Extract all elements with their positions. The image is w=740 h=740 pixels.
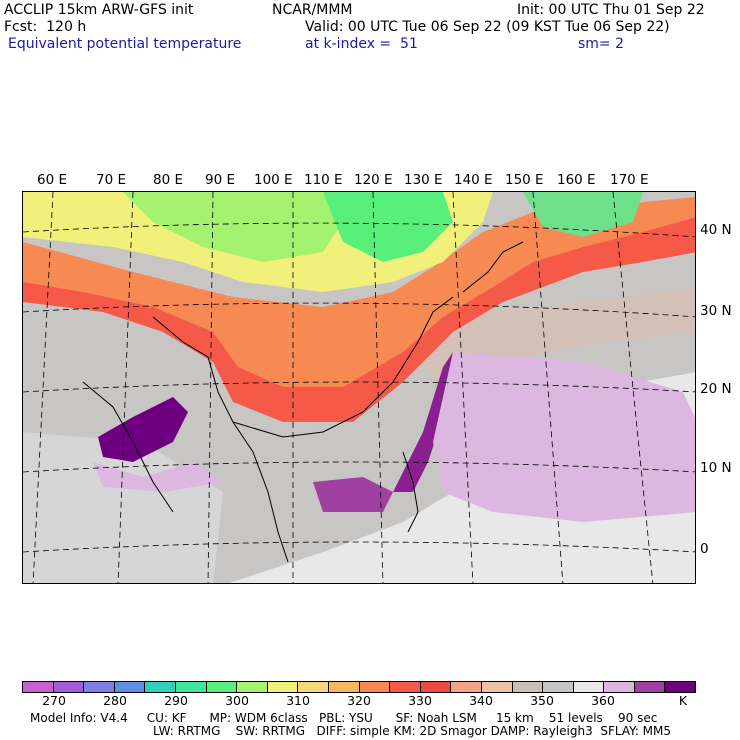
colorbar-swatch [84, 682, 115, 692]
graticule-line [23, 461, 695, 473]
colorbar-swatch [481, 682, 513, 692]
south-china-sea-patch [313, 477, 393, 512]
colorbar-swatch [665, 682, 696, 692]
colorbar-swatch [53, 682, 85, 692]
green-region [323, 192, 453, 262]
northeast-green [523, 192, 643, 237]
graticule-line [23, 302, 695, 318]
map-canvas [23, 192, 695, 583]
colorbar-swatch [390, 682, 421, 692]
lon-label: 150 E [505, 172, 544, 188]
graticule-line [207, 192, 214, 583]
coastline [462, 241, 524, 293]
lat-label: 10 N [700, 460, 732, 476]
colorbar-tick: 270 [42, 693, 66, 708]
colorbar-tick: 280 [103, 693, 127, 708]
orange-band [23, 197, 695, 387]
colorbar-swatch [512, 682, 544, 692]
lon-label: 130 E [404, 172, 443, 188]
colorbar-tick: 330 [408, 693, 432, 708]
lon-label: 60 E [37, 172, 67, 188]
lon-label: 140 E [454, 172, 493, 188]
colorbar-unit: K [678, 693, 688, 708]
graticule-line [23, 381, 695, 393]
lat-label: 20 N [700, 381, 732, 397]
colorbar-swatch [573, 682, 605, 692]
colorbar-swatch [175, 682, 207, 692]
colorbar-swatch [420, 682, 452, 692]
lat-label: 40 N [700, 222, 732, 238]
colorbar-swatch [145, 682, 176, 692]
colorbar-swatch [451, 682, 482, 692]
init-time: Init: 00 UTC Thu 01 Sep 22 [517, 2, 705, 18]
forecast-hour: Fcst: 120 h [4, 19, 87, 35]
colorbar-tick: 320 [347, 693, 371, 708]
graticule-line [612, 192, 654, 583]
bay-of-bengal-max [98, 397, 188, 462]
graticule-line [532, 192, 564, 583]
lat-label: 30 N [700, 303, 732, 319]
lon-label: 110 E [304, 172, 343, 188]
colorbar-swatch [298, 682, 329, 692]
graticule-line [117, 192, 134, 583]
model-title: ACCLIP 15km ARW-GFS init [4, 2, 194, 18]
lon-label: 160 E [557, 172, 596, 188]
colorbar-swatch [206, 682, 238, 692]
graticule-line [32, 192, 54, 583]
lon-label: 100 E [254, 172, 293, 188]
coastline [82, 381, 174, 513]
lat-label: 0 [700, 541, 709, 557]
lon-label: 90 E [205, 172, 235, 188]
colorbar-swatch [114, 682, 146, 692]
center-label: NCAR/MMM [272, 2, 353, 18]
coastline [402, 451, 419, 533]
west-pacific-lavender [433, 352, 695, 522]
philippine-sea-max [393, 352, 453, 492]
lon-label: 80 E [153, 172, 183, 188]
theta-e-map [22, 191, 696, 584]
colorbar-swatch [23, 682, 54, 692]
colorbar-tick: 310 [286, 693, 310, 708]
colorbar-swatch [604, 682, 635, 692]
level-label: at k-index = 51 [305, 36, 418, 52]
colorbar-swatch [359, 682, 391, 692]
colorbar-tick: 300 [225, 693, 249, 708]
colorbar-tick: 340 [469, 693, 493, 708]
lon-label: 70 E [96, 172, 126, 188]
model-info-line1: Model Info: V4.4 CU: KF MP: WDM 6class P… [30, 711, 658, 725]
light-green-region [123, 192, 343, 262]
colorbar-swatch [267, 682, 299, 692]
field-name: Equivalent potential temperature [8, 36, 242, 52]
smoothing-label: sm= 2 [578, 36, 625, 52]
lon-label: 120 E [354, 172, 393, 188]
colorbar-tick: 290 [164, 693, 188, 708]
lon-label: 170 E [610, 172, 649, 188]
lavender-patch [93, 462, 223, 492]
graticule-line [372, 192, 384, 583]
colorbar-swatch [328, 682, 360, 692]
colorbar-tick: 360 [591, 693, 615, 708]
colorbar [22, 681, 696, 693]
graticule-line [23, 541, 695, 553]
valid-time: Valid: 00 UTC Tue 06 Sep 22 (09 KST Tue … [305, 19, 670, 35]
colorbar-swatch [634, 682, 666, 692]
colorbar-tick: 350 [530, 693, 554, 708]
model-info-line2: LW: RRTMG SW: RRTMG DIFF: simple KM: 2D … [153, 724, 672, 738]
colorbar-swatch [237, 682, 268, 692]
graticule-line [23, 222, 695, 238]
graticule-line [452, 192, 474, 583]
colorbar-swatch [543, 682, 574, 692]
